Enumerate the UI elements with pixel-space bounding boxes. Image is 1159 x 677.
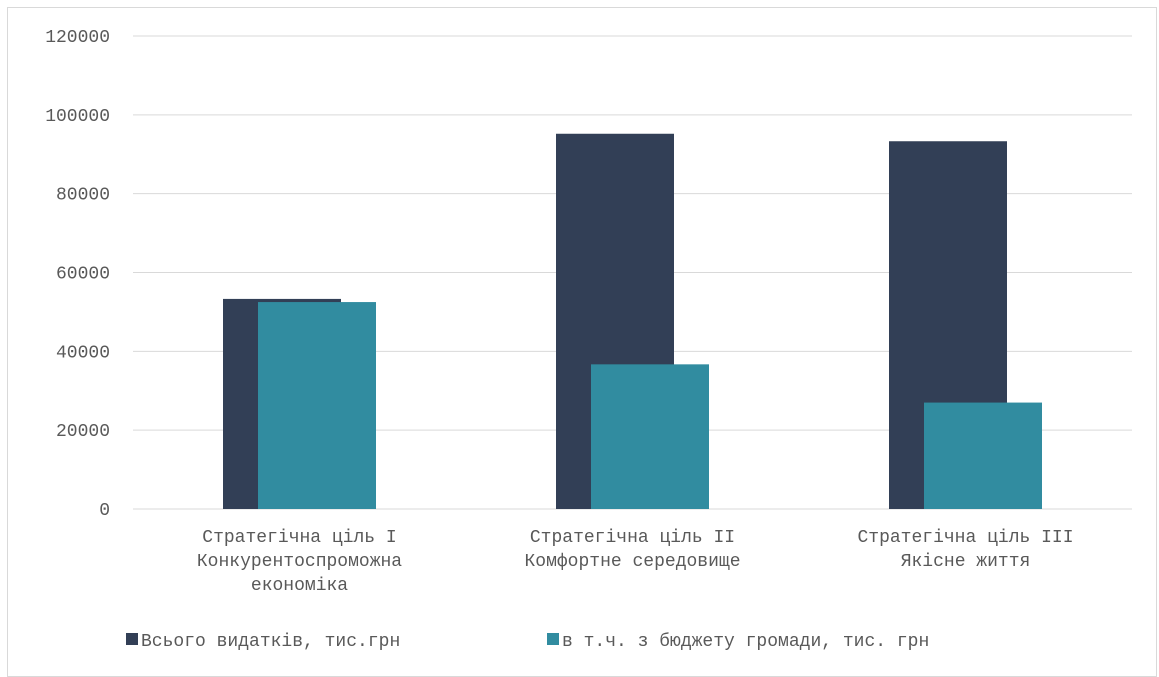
category-label: Якісне життя bbox=[901, 552, 1031, 572]
y-axis-ticks: 0 20000 40000 60000 80000 100000 120000 bbox=[45, 28, 110, 521]
y-tick-label: 40000 bbox=[56, 343, 110, 363]
legend: Всього видатків, тис.грн в т.ч. з бюджету… bbox=[126, 631, 929, 652]
y-tick-label: 60000 bbox=[56, 265, 110, 285]
y-tick-label: 100000 bbox=[45, 107, 110, 127]
legend-label: Всього видатків, тис.грн bbox=[141, 632, 400, 652]
y-tick-label: 0 bbox=[99, 501, 110, 521]
category-label: Конкурентоспроможна bbox=[197, 552, 402, 572]
y-tick-label: 80000 bbox=[56, 186, 110, 206]
bars bbox=[223, 133, 1042, 509]
x-axis-labels: Стратегічна ціль I Конкурентоспроможна еко… bbox=[197, 528, 1074, 596]
category-label: Стратегічна ціль II bbox=[530, 528, 735, 548]
legend-swatch bbox=[547, 633, 559, 645]
legend-label: в т.ч. з бюджету громади, тис. грн bbox=[562, 631, 929, 652]
category-label: Стратегічна ціль III bbox=[857, 528, 1073, 548]
y-tick-label: 20000 bbox=[56, 422, 110, 442]
bar-series-2-cat-1 bbox=[258, 302, 376, 509]
bar-series-2-cat-2 bbox=[591, 364, 709, 509]
category-label: Стратегічна ціль I bbox=[202, 528, 396, 548]
category-label: Комфортне середовище bbox=[524, 552, 740, 572]
category-label: економіка bbox=[251, 576, 348, 596]
y-tick-label: 120000 bbox=[45, 28, 110, 48]
legend-swatch bbox=[126, 633, 138, 645]
bar-series-2-cat-3 bbox=[924, 402, 1042, 509]
